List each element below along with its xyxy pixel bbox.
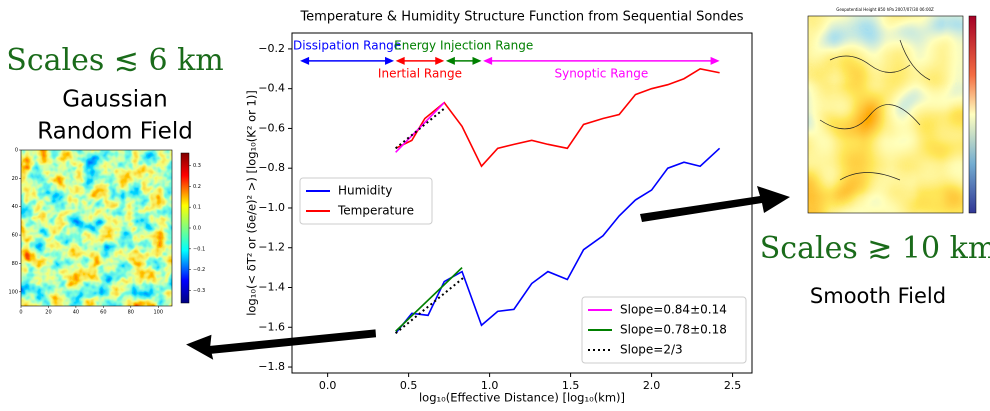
arrowhead (435, 57, 444, 65)
range-label: Inertial Range (378, 66, 462, 80)
colorbar (181, 153, 189, 303)
arrowhead (711, 57, 720, 65)
y-tick-label: 80 (12, 261, 18, 267)
colorbar-tick-label: −0.3 (193, 288, 205, 294)
y-tick-label: 0 (15, 148, 18, 154)
range-label: Dissipation Range (293, 38, 401, 52)
x-tick-label: 1.0 (481, 379, 499, 392)
smooth-field-map (808, 16, 963, 213)
arrowhead (300, 57, 309, 65)
legend-label: Slope=2/3 (620, 343, 683, 357)
arrowhead (385, 57, 394, 65)
left-subtitle: Gaussian (62, 87, 168, 113)
y-tick-label: −1.4 (258, 281, 285, 294)
x-tick-label: 0.0 (319, 379, 337, 392)
arrowhead (473, 57, 482, 65)
y-tick-label: 60 (12, 233, 18, 239)
legend-label: Slope=0.78±0.18 (620, 323, 727, 337)
figure: Geopotential Height 850 hPa 2007/07/30 0… (0, 0, 990, 411)
x-axis-label: log₁₀(Effective Distance) [log₁₀(km)] (419, 391, 625, 405)
legend-label: Humidity (338, 184, 392, 198)
arrowhead (446, 57, 455, 65)
arrowhead (483, 57, 492, 65)
left-scale-title: Scales ≲ 6 km (6, 43, 223, 78)
legend-label: Slope=0.84±0.14 (620, 303, 727, 317)
colorbar-tick-label: −0.2 (193, 267, 205, 273)
y-tick-label: −1.8 (258, 360, 285, 373)
series-line (396, 268, 462, 332)
y-tick-label: −1.0 (258, 201, 285, 214)
series-line (396, 69, 720, 166)
y-tick-label: −0.6 (258, 121, 285, 134)
y-tick-label: 20 (12, 176, 18, 182)
colorbar-tick-label: 0.1 (193, 205, 201, 211)
x-tick-label: 2.5 (724, 379, 742, 392)
y-tick-label: −1.2 (258, 241, 285, 254)
x-tick-label: 40 (73, 310, 79, 316)
y-tick-label: −0.2 (258, 42, 285, 55)
x-tick-label: 0.5 (400, 379, 418, 392)
y-tick-label: 40 (12, 204, 18, 210)
map-title: Geopotential Height 850 hPa 2007/07/30 0… (836, 7, 934, 12)
x-tick-label: 1.5 (562, 379, 580, 392)
colorbar-tick-label: −0.1 (193, 246, 205, 252)
chart-title: Temperature & Humidity Structure Functio… (299, 10, 743, 25)
y-tick-label: −1.6 (258, 320, 285, 333)
x-tick-label: 20 (45, 310, 51, 316)
left-subtitle: Random Field (37, 119, 193, 145)
map-colorbar (969, 16, 976, 213)
y-tick-label: −0.8 (258, 161, 285, 174)
colorbar-tick-label: 0.0 (193, 226, 201, 232)
colorbar-tick-label: 0.2 (193, 184, 201, 190)
x-tick-label: 0 (19, 310, 22, 316)
arrowhead (396, 57, 405, 65)
y-axis-label: log₁₀(< δT² or (δe/e)² >) [log₁₀(K² or 1… (245, 90, 259, 316)
x-tick-label: 80 (128, 310, 134, 316)
y-tick-label: −0.4 (258, 82, 285, 95)
x-tick-label: 100 (153, 310, 163, 316)
right-scale-title: Scales ≳ 10 km (760, 231, 990, 266)
right-subtitle: Smooth Field (810, 284, 946, 308)
legend-label: Temperature (337, 204, 414, 218)
x-tick-label: 2.0 (643, 379, 661, 392)
random-field-image (21, 150, 172, 306)
range-label: Synoptic Range (554, 66, 648, 80)
x-tick-label: 60 (100, 310, 106, 316)
y-tick-label: 100 (8, 289, 18, 295)
arrow-right (640, 186, 790, 222)
series-line (396, 103, 445, 153)
range-label: Energy Injection Range (394, 38, 533, 52)
colorbar-tick-label: 0.3 (193, 163, 201, 169)
